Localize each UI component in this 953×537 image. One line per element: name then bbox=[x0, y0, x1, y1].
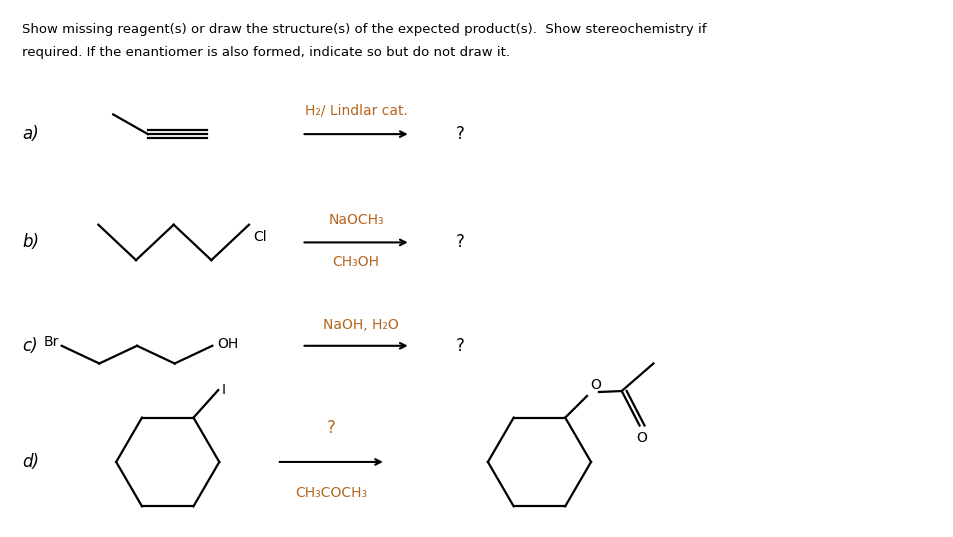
Text: CH₃COCH₃: CH₃COCH₃ bbox=[294, 485, 367, 499]
Text: O: O bbox=[589, 378, 600, 392]
Text: H₂/ Lindlar cat.: H₂/ Lindlar cat. bbox=[304, 104, 407, 118]
Text: Br: Br bbox=[43, 335, 59, 349]
Text: NaOCH₃: NaOCH₃ bbox=[328, 213, 383, 227]
Text: I: I bbox=[221, 383, 225, 397]
Text: O: O bbox=[636, 431, 646, 445]
Text: a): a) bbox=[22, 125, 39, 143]
Text: ?: ? bbox=[456, 337, 464, 355]
Text: b): b) bbox=[22, 234, 39, 251]
Text: NaOH, H₂O: NaOH, H₂O bbox=[323, 318, 398, 332]
Text: required. If the enantiomer is also formed, indicate so but do not draw it.: required. If the enantiomer is also form… bbox=[22, 46, 510, 59]
Text: c): c) bbox=[22, 337, 37, 355]
Text: ?: ? bbox=[456, 234, 464, 251]
Text: d): d) bbox=[22, 453, 39, 471]
Text: ?: ? bbox=[456, 125, 464, 143]
Text: Cl: Cl bbox=[253, 230, 266, 244]
Text: CH₃OH: CH₃OH bbox=[333, 255, 379, 269]
Text: ?: ? bbox=[327, 419, 335, 437]
Text: OH: OH bbox=[217, 337, 238, 351]
Text: Show missing reagent(s) or draw the structure(s) of the expected product(s).  Sh: Show missing reagent(s) or draw the stru… bbox=[22, 23, 706, 36]
